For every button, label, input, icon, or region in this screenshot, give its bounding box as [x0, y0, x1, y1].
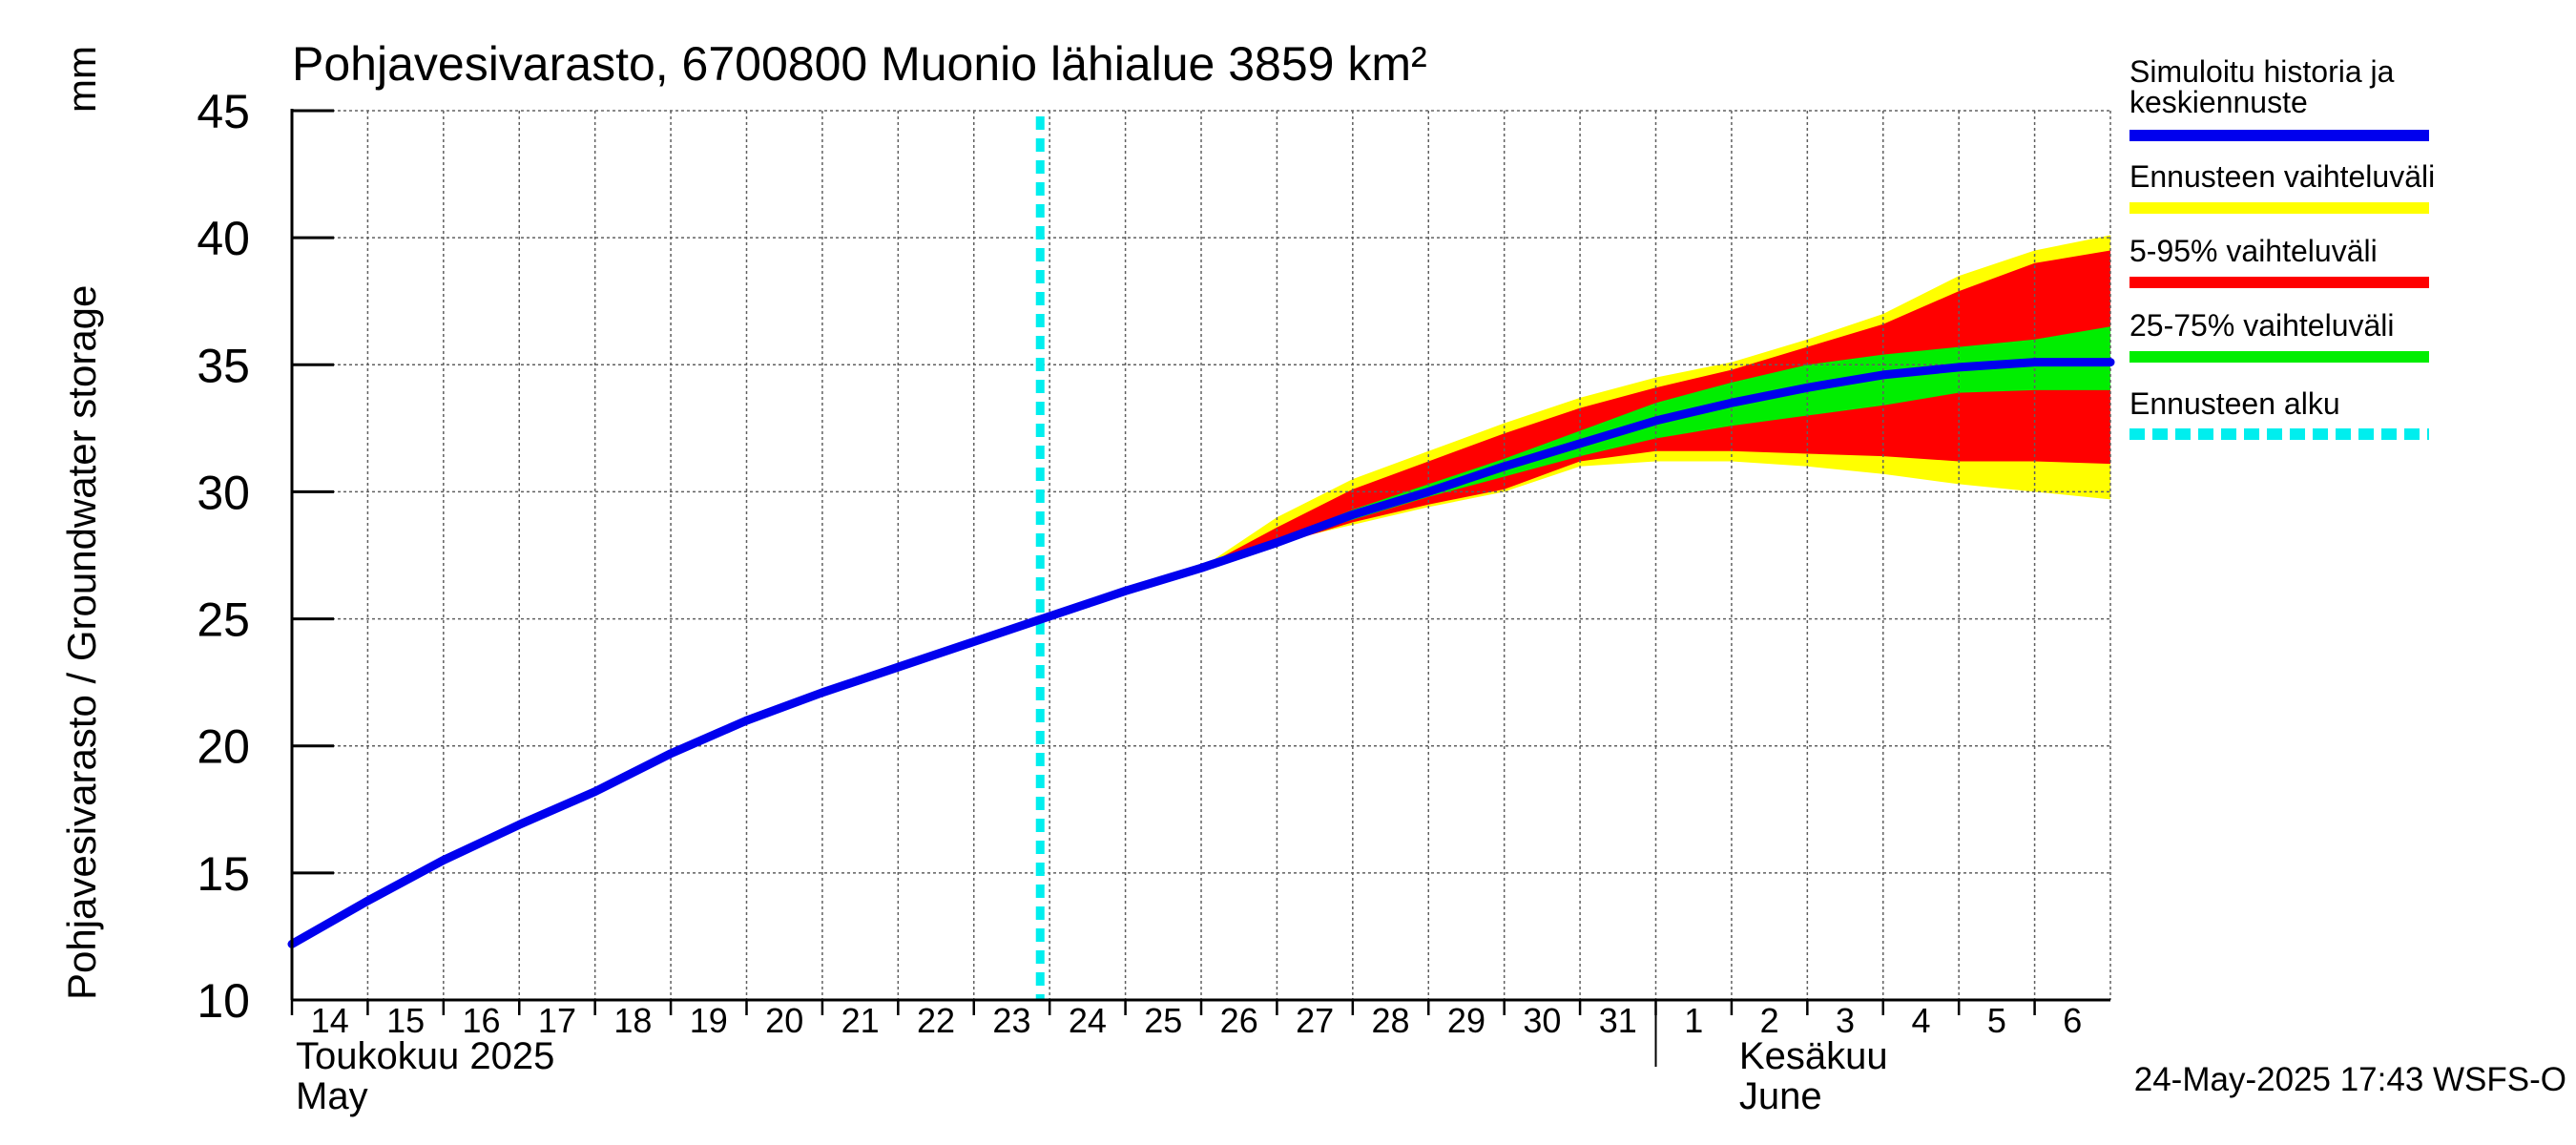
x-tick-label: 29 — [1447, 1001, 1485, 1040]
x-tick-label: 23 — [992, 1001, 1030, 1040]
x-tick-label: 19 — [690, 1001, 728, 1040]
legend-label: Simuloitu historia ja — [2129, 54, 2395, 89]
month-label-fi: Toukokuu 2025 — [296, 1035, 554, 1077]
x-tick-label: 25 — [1144, 1001, 1182, 1040]
x-tick-label: 1 — [1684, 1001, 1703, 1040]
labels: Pohjavesivarasto, 6700800 Muonio lähialu… — [59, 37, 2566, 1098]
x-tick-label: 14 — [311, 1001, 349, 1040]
x-tick-label: 5 — [1987, 1001, 2006, 1040]
chart-title: Pohjavesivarasto, 6700800 Muonio lähialu… — [292, 37, 1427, 91]
y-tick-label: 40 — [197, 212, 250, 265]
x-tick-label: 6 — [2063, 1001, 2082, 1040]
y-tick-label: 35 — [197, 339, 250, 392]
x-tick-label: 16 — [463, 1001, 501, 1040]
y-tick-label: 10 — [197, 974, 250, 1028]
grid — [292, 110, 2111, 1000]
legend-label: 25-75% vaihteluväli — [2129, 308, 2395, 343]
legend-label: 5-95% vaihteluväli — [2129, 234, 2378, 268]
x-tick-label: 4 — [1911, 1001, 1930, 1040]
x-tick-label: 27 — [1296, 1001, 1334, 1040]
x-tick-label: 24 — [1069, 1001, 1107, 1040]
y-tick-label: 15 — [197, 847, 250, 901]
x-tick-label: 31 — [1599, 1001, 1637, 1040]
x-tick-label: 22 — [917, 1001, 955, 1040]
y-axis-label: Pohjavesivarasto / Groundwater storage — [59, 285, 104, 1000]
x-tick-label: 30 — [1523, 1001, 1561, 1040]
y-tick-label: 25 — [197, 593, 250, 647]
series — [287, 116, 2115, 1000]
footer-timestamp: 24-May-2025 17:43 WSFS-O — [2134, 1061, 2566, 1098]
x-tick-label: 3 — [1836, 1001, 1855, 1040]
x-tick-label: 2 — [1760, 1001, 1779, 1040]
x-tick-label: 20 — [765, 1001, 803, 1040]
series-line-history — [287, 358, 2115, 948]
legend-label: keskiennuste — [2129, 85, 2308, 119]
y-axis-unit: mm — [59, 46, 104, 113]
x-tick-label: 26 — [1220, 1001, 1258, 1040]
y-tick-label: 20 — [197, 720, 250, 774]
x-tick-label: 18 — [613, 1001, 652, 1040]
month-label-en: May — [296, 1075, 368, 1117]
month-label-fi: Kesäkuu — [1739, 1035, 1888, 1077]
x-tick-label: 15 — [386, 1001, 425, 1040]
x-tick-label: 28 — [1372, 1001, 1410, 1040]
month-label-en: June — [1739, 1075, 1822, 1117]
legend-label: Ennusteen vaihteluväli — [2129, 159, 2435, 194]
x-tick-label: 17 — [538, 1001, 576, 1040]
y-tick-label: 30 — [197, 466, 250, 519]
y-tick-label: 45 — [197, 85, 250, 138]
legend-label: Ennusteen alku — [2129, 386, 2340, 421]
x-tick-label: 21 — [841, 1001, 880, 1040]
